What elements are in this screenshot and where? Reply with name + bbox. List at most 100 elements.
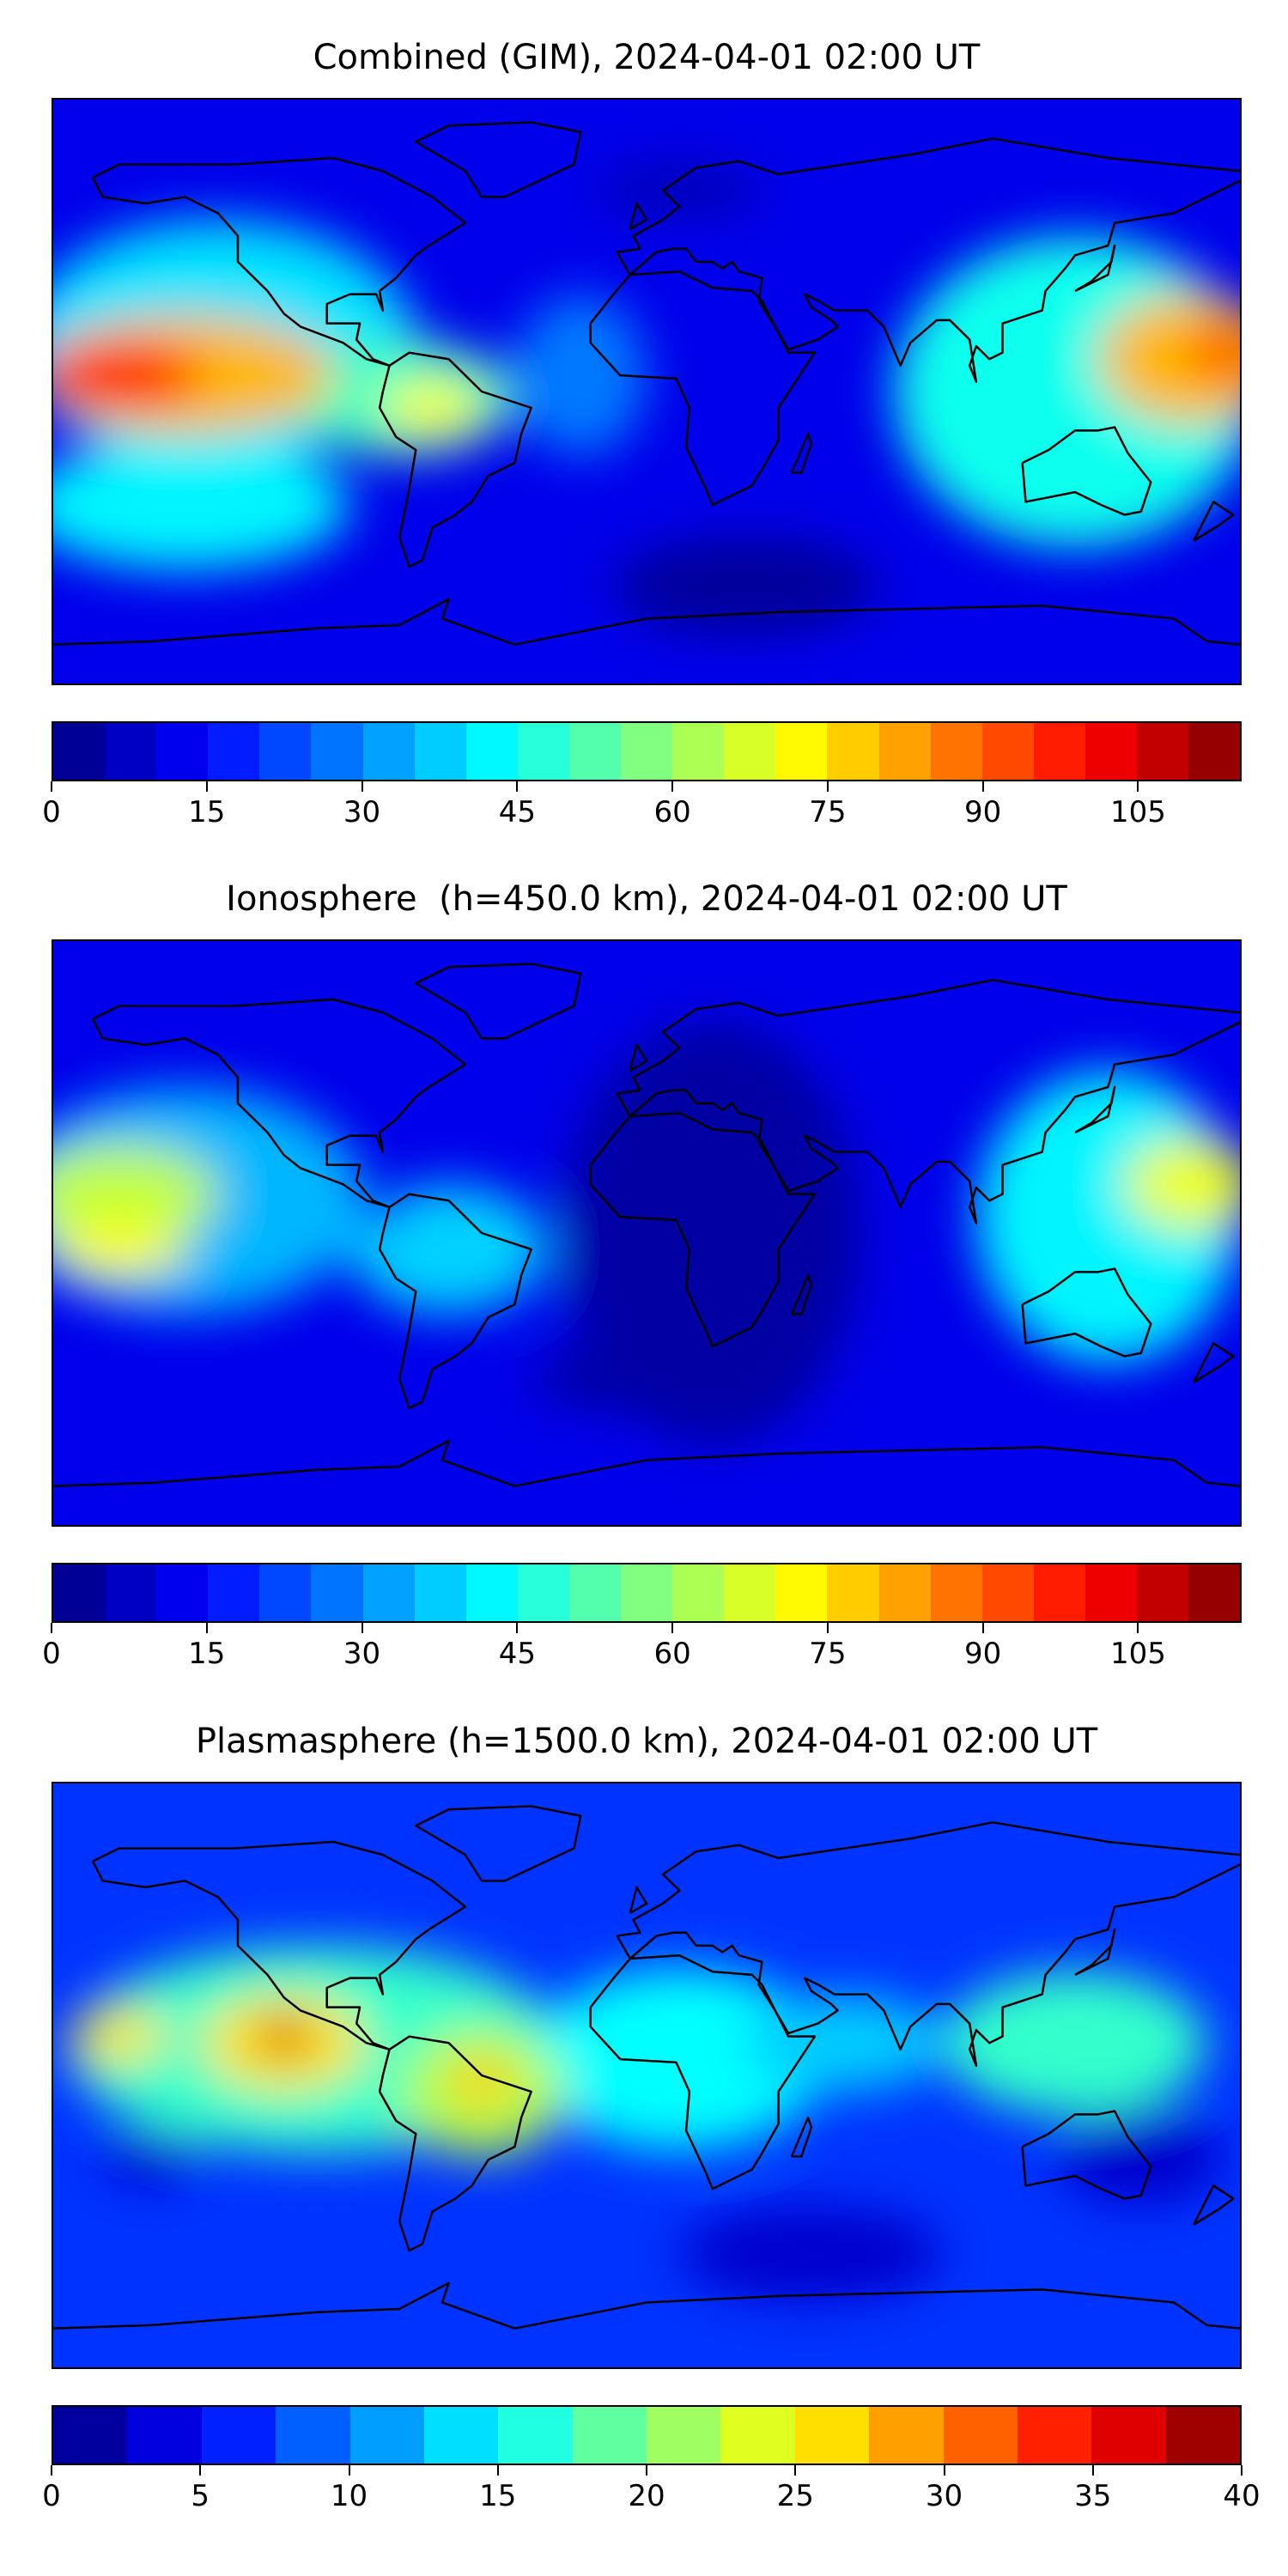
coastline <box>629 1043 648 1072</box>
colorbar-level <box>1136 1564 1189 1621</box>
colorbar-level <box>465 723 518 780</box>
tick-label: 90 <box>964 795 1002 829</box>
tec-contour-region <box>1058 2107 1224 2206</box>
colorbar-level <box>311 1564 363 1621</box>
colorbar-level <box>878 1564 931 1621</box>
coastline <box>1021 2110 1152 2200</box>
coastline <box>415 963 582 1040</box>
colorbar-level <box>930 723 982 780</box>
colorbar-level <box>53 723 106 780</box>
colorbar-level <box>517 723 569 780</box>
coastline <box>378 1193 532 1410</box>
coastline <box>1021 1267 1152 1358</box>
colorbar-level <box>423 2407 499 2464</box>
tec-contour-region <box>382 381 483 434</box>
coastline <box>629 1886 648 1915</box>
tick-mark <box>205 781 208 792</box>
colorbar-level <box>201 2407 276 2464</box>
tec-contour-region <box>258 2017 311 2057</box>
tick-label: 35 <box>1074 2479 1112 2513</box>
colorbar-level <box>105 723 157 780</box>
tick-label: 105 <box>1110 795 1166 829</box>
tec-contour-region <box>102 2130 202 2183</box>
tick-mark <box>1137 1623 1139 1633</box>
colorbar-level <box>827 723 879 780</box>
tec-contour-region <box>943 1971 1207 2115</box>
tec-field <box>53 1783 1240 2367</box>
tec-contour-region <box>531 1346 762 1412</box>
tec-contour-region <box>564 1022 861 1444</box>
tick-mark <box>1137 781 1139 792</box>
tec-contour-region <box>1098 294 1240 424</box>
tick-mark <box>1091 2465 1094 2476</box>
tick-label: 10 <box>330 2479 368 2513</box>
tick-mark <box>361 1623 363 1633</box>
colorbar-level <box>1084 1564 1137 1621</box>
tick-label: 45 <box>498 1637 536 1671</box>
tec-contour-region <box>53 440 350 570</box>
tick-label: 20 <box>628 2479 665 2513</box>
tec-contour-region <box>362 1204 403 1230</box>
tick-mark <box>671 781 674 792</box>
tec-field <box>53 941 1240 1525</box>
colorbar-level <box>1033 723 1085 780</box>
coastline <box>1074 1928 1116 1977</box>
colorbar-ticks: 0 5 10 15 20 25 30 35 40 <box>42 2465 1261 2517</box>
coastline <box>1074 1085 1116 1134</box>
coastline <box>415 1805 582 1882</box>
colorbar-level <box>465 1564 518 1621</box>
coastline <box>378 351 532 568</box>
tick-label: 60 <box>653 1637 691 1671</box>
tick-mark <box>516 1623 519 1633</box>
tick-mark <box>981 781 984 792</box>
tec-contour-region <box>53 1223 185 1276</box>
coastline <box>53 598 1240 646</box>
coastline <box>617 979 1240 1095</box>
colorbar-level <box>1136 723 1189 780</box>
tick-label: 0 <box>42 795 61 829</box>
tec-contour-region <box>1190 326 1240 379</box>
coastline <box>415 121 582 198</box>
colorbar-level <box>362 723 415 780</box>
colorbar-level <box>156 723 209 780</box>
colorbar-level <box>943 2407 1018 2464</box>
colorbar <box>52 2405 1242 2465</box>
tick-label: 75 <box>809 795 847 829</box>
colorbar-level <box>568 1564 622 1621</box>
colorbar-level <box>572 2407 647 2464</box>
colorbar-level <box>1084 723 1137 780</box>
colorbar-level <box>208 1564 260 1621</box>
coastline <box>1193 1342 1235 1383</box>
tick-label: 0 <box>42 1637 61 1671</box>
tick-label: 60 <box>653 795 691 829</box>
colorbar-level <box>724 1564 776 1621</box>
tick-label: 45 <box>498 795 536 829</box>
tick-label: 30 <box>343 1637 381 1671</box>
coastline <box>589 1111 817 1348</box>
tick-label: 90 <box>964 1637 1002 1671</box>
tick-mark <box>496 2465 499 2476</box>
tec-map <box>52 98 1242 685</box>
colorbar-level <box>53 2407 128 2464</box>
coastline <box>790 2116 813 2158</box>
coastline <box>91 998 467 1209</box>
colorbar-level <box>878 723 931 780</box>
tec-contour-region <box>1124 1139 1240 1230</box>
tec-contour-region <box>53 343 202 408</box>
panel-title: Ionosphere (h=450.0 km), 2024-04-01 02:0… <box>226 879 1067 919</box>
colorbar <box>52 721 1242 781</box>
coastline <box>589 270 817 507</box>
coastline <box>1193 501 1235 542</box>
colorbar-level <box>672 1564 725 1621</box>
coastline <box>629 202 648 231</box>
tick-mark <box>361 781 363 792</box>
colorbar-level <box>621 723 673 780</box>
ionosphere-panel: Ionosphere (h=450.0 km), 2024-04-01 02:0… <box>0 841 1288 1683</box>
tec-map <box>52 1782 1242 2369</box>
tec-contour-region <box>53 1145 218 1243</box>
tick-label: 15 <box>188 1637 226 1671</box>
tick-label: 30 <box>925 2479 963 2513</box>
tick-mark <box>199 2465 202 2476</box>
tick-label: 105 <box>1110 1637 1166 1671</box>
tick-mark <box>981 1623 984 1633</box>
